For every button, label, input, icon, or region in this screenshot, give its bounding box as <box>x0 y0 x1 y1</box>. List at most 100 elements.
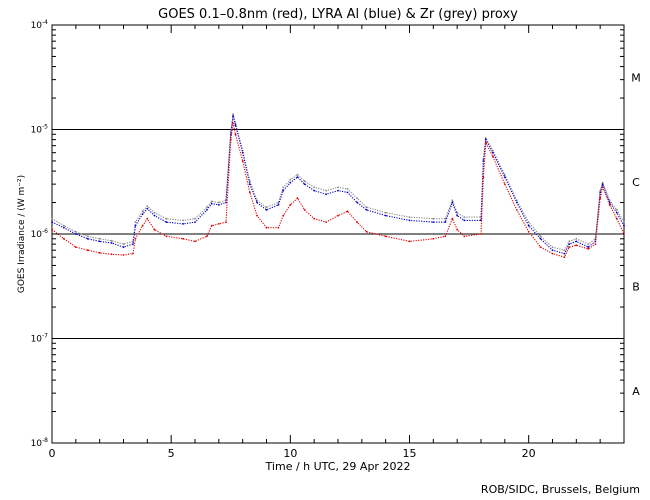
series-2-point-30 <box>303 180 306 183</box>
series-0-point-28 <box>289 204 292 206</box>
series-2-point-14 <box>194 217 196 220</box>
series-1-point-53 <box>563 252 566 255</box>
series-2-point-10 <box>146 205 149 208</box>
series-1-point-39 <box>432 221 435 224</box>
series-0-point-17 <box>217 223 220 225</box>
series-1-point-24 <box>256 201 258 204</box>
series-0-point-30 <box>303 209 306 211</box>
series-2-point-5 <box>110 239 113 242</box>
credit-text: ROB/SIDC, Brussels, Belgium <box>480 483 640 496</box>
series-1-point-22 <box>241 151 244 154</box>
series-1-point-11 <box>153 214 156 217</box>
series-0-point-50 <box>527 230 530 233</box>
series-2-point-33 <box>337 186 339 189</box>
series-0-point-43 <box>463 235 466 238</box>
series-0-point-13 <box>182 237 185 240</box>
series-1-point-18 <box>225 201 227 204</box>
series-2-point-46 <box>484 137 487 139</box>
series-0-point-42 <box>456 228 459 231</box>
y-axis-label: GOES Irradiance / (W m⁻²) <box>17 175 27 293</box>
series-0-point-31 <box>313 217 316 220</box>
series-1-point-45 <box>482 160 485 162</box>
series-2-point-56 <box>587 243 590 246</box>
series-0-point-59 <box>601 186 604 189</box>
series-0-point-56 <box>587 248 590 250</box>
series-0-point-12 <box>165 235 168 238</box>
series-1-point-29 <box>296 176 299 179</box>
y-tick-label-1: 10-5 <box>31 124 49 136</box>
x-tick-label-5: 5 <box>168 447 175 460</box>
series-1-point-48 <box>503 176 506 179</box>
series-0-point-15 <box>206 235 208 238</box>
series-0-point-9 <box>141 224 144 227</box>
series-2-point-31 <box>313 186 316 189</box>
series-2 <box>51 113 625 252</box>
series-2-point-32 <box>325 189 327 192</box>
series-2-point-27 <box>282 186 285 189</box>
series-2-point-43 <box>463 216 466 219</box>
series-2-point-29 <box>296 173 299 176</box>
series-1-point-1 <box>63 226 65 229</box>
series-0-point-0 <box>51 228 53 231</box>
series-0-point-40 <box>444 235 447 238</box>
series-0-point-61 <box>615 217 618 220</box>
series-1-point-47 <box>492 151 494 154</box>
flare-class-lines <box>52 129 624 339</box>
series-1-point-51 <box>539 237 542 240</box>
series-1-point-8 <box>134 224 137 227</box>
series-1-point-38 <box>408 219 411 222</box>
x-tick-label-0: 0 <box>49 447 56 460</box>
series-0-point-39 <box>432 237 435 240</box>
series-1-point-36 <box>365 209 368 211</box>
series-2-point-42 <box>456 211 459 214</box>
series-2-point-51 <box>539 235 542 238</box>
series-1-point-14 <box>194 221 196 224</box>
series-1-point-49 <box>515 201 518 204</box>
series-2-point-4 <box>98 237 101 240</box>
series-0-point-38 <box>408 240 411 243</box>
series-2-point-17 <box>217 201 220 204</box>
series-0-point-46 <box>484 141 487 144</box>
series-0-point-55 <box>575 244 578 247</box>
series-1-point-20 <box>232 115 235 117</box>
series-0-point-19 <box>229 138 232 141</box>
y-tick-label-0: 10-4 <box>31 19 49 31</box>
series-0-point-26 <box>277 226 280 229</box>
series-1-point-46 <box>484 138 487 141</box>
series-1-point-0 <box>51 221 53 224</box>
series-1-point-59 <box>601 183 604 186</box>
series-2-point-55 <box>575 237 578 240</box>
y-tick-label-4: 10-8 <box>31 437 49 449</box>
series-2-point-8 <box>134 221 137 224</box>
series-0-point-57 <box>594 243 597 246</box>
series-2-point-41 <box>451 199 454 202</box>
series-1-point-62 <box>623 224 625 227</box>
series-0-point-36 <box>365 230 368 233</box>
series-2-point-62 <box>623 221 625 224</box>
series-0-point-48 <box>503 183 506 186</box>
series-2-point-52 <box>551 246 554 249</box>
series-1-point-12 <box>165 221 168 224</box>
series-1-point-5 <box>110 242 113 244</box>
series-1-point-23 <box>248 183 251 186</box>
series-1-point-26 <box>277 204 280 206</box>
series-2-point-1 <box>63 224 65 227</box>
series-1-point-9 <box>141 213 144 216</box>
series-2-point-16 <box>210 200 213 203</box>
series-0-point-41 <box>451 217 454 220</box>
series-2-point-20 <box>232 113 235 116</box>
series-0-point-60 <box>608 204 611 206</box>
chart-title: GOES 0.1–0.8nm (red), LYRA Al (blue) & Z… <box>158 7 518 22</box>
series-0-point-11 <box>153 228 156 231</box>
series-line-2 <box>51 114 625 251</box>
series-0-point-22 <box>241 160 244 162</box>
series-2-point-12 <box>165 217 168 220</box>
series-1-point-31 <box>313 189 316 192</box>
series-0-point-24 <box>256 214 258 217</box>
series-1-point-50 <box>527 224 530 227</box>
series-2-point-13 <box>182 219 185 222</box>
flare-class-label-A: A <box>632 385 640 398</box>
x-tick-label-15: 15 <box>403 447 417 460</box>
series-1-point-17 <box>217 204 220 206</box>
series-1-point-32 <box>325 193 327 196</box>
